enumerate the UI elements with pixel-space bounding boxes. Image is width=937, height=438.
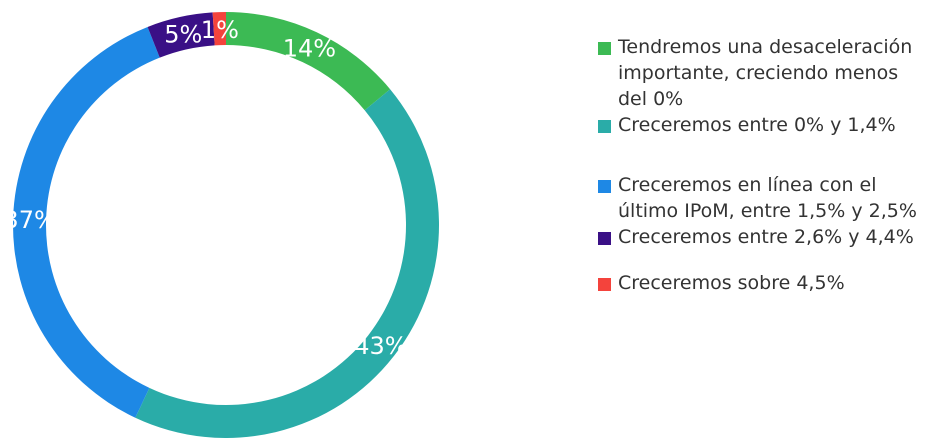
donut-segment xyxy=(147,12,215,58)
data-label: 14% xyxy=(283,35,336,63)
legend-label: Creceremos en línea con el último IPoM, … xyxy=(618,174,917,222)
legend-item: Creceremos en línea con el último IPoM, … xyxy=(598,172,928,224)
legend-swatch xyxy=(598,278,611,291)
data-label: 37% xyxy=(3,206,56,234)
legend-label: Creceremos entre 2,6% y 4,4% xyxy=(618,226,914,248)
legend-item: Creceremos entre 2,6% y 4,4% xyxy=(598,224,928,250)
data-label: 43% xyxy=(354,332,407,360)
legend: Tendremos una desaceleración importante,… xyxy=(598,34,928,296)
data-label: 5% xyxy=(164,21,202,49)
donut-segment xyxy=(13,26,160,418)
legend-item: Creceremos sobre 4,5% xyxy=(598,270,928,296)
donut-segment xyxy=(135,89,439,438)
legend-item: Tendremos una desaceleración importante,… xyxy=(598,34,928,112)
donut: 14% 43% 37% 5%1% xyxy=(3,12,439,438)
legend-label: Tendremos una desaceleración importante,… xyxy=(618,36,913,110)
donut-segment xyxy=(212,12,226,46)
legend-swatch xyxy=(598,232,611,245)
legend-label: Creceremos sobre 4,5% xyxy=(618,272,845,294)
legend-label: Creceremos entre 0% y 1,4% xyxy=(618,114,896,136)
legend-swatch xyxy=(598,180,611,193)
legend-swatch xyxy=(598,42,611,55)
legend-swatch xyxy=(598,120,611,133)
donut-segment xyxy=(226,12,391,111)
legend-item: Creceremos entre 0% y 1,4% xyxy=(598,112,928,138)
data-label: 1% xyxy=(201,16,239,44)
